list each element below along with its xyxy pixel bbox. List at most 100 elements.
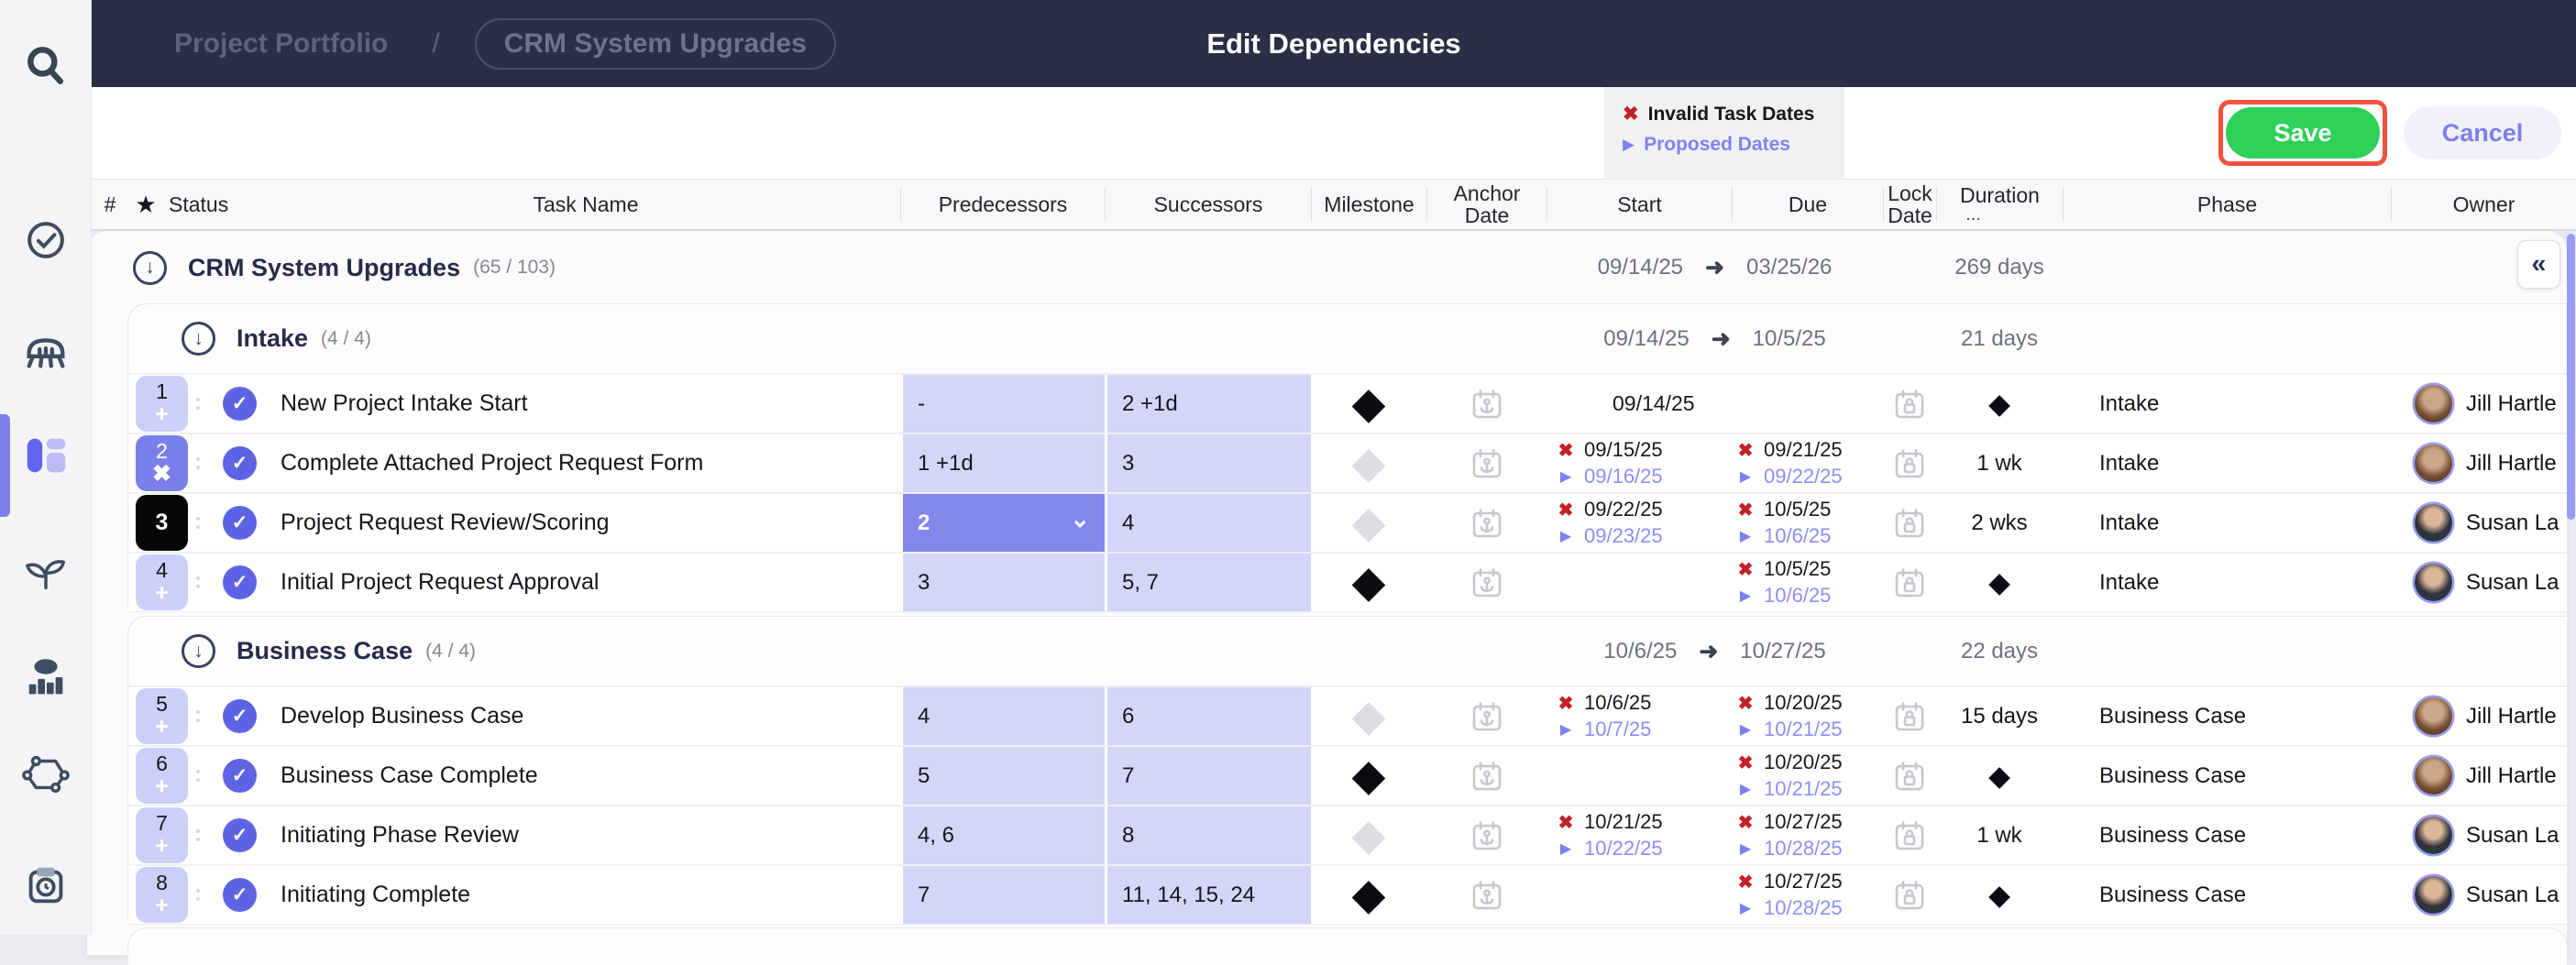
drag-handle[interactable] [188,517,208,529]
vertical-scrollbar[interactable] [2567,234,2575,520]
owner-cell[interactable]: Susan La [2391,866,2567,924]
successors-cell[interactable]: 5, 7 [1105,554,1311,611]
duration-cell[interactable]: ◆ [1936,375,2063,433]
add-row-icon[interactable]: + [155,833,169,860]
date-cell[interactable]: ✖ 09/15/25 ▶ 09/16/25 [1547,434,1732,492]
phase-cell[interactable]: Intake [2099,450,2160,476]
row-number-chip[interactable]: 2 ✖ [136,435,188,491]
successors-cell[interactable]: 6 [1105,687,1311,745]
bridge-icon[interactable] [19,324,72,378]
col-header-due[interactable]: Due [1732,187,1883,222]
breadcrumb-current-project-pill[interactable]: CRM System Upgrades [474,17,836,70]
predecessors-cell[interactable]: 4 [900,687,1105,745]
date-cell[interactable] [1547,866,1732,924]
owner-cell[interactable]: Susan La [2391,494,2567,552]
col-header-lock-date[interactable]: Lock Date [1883,182,1936,226]
star-icon[interactable]: ★ [135,190,157,218]
collapse-arrow-icon[interactable]: ↓ [133,250,167,285]
phase-cell[interactable]: Business Case [2099,822,2247,848]
phase-cell[interactable]: Business Case [2099,762,2247,788]
col-header-number[interactable]: # [104,192,116,216]
successors-cell[interactable]: 8 [1105,806,1311,864]
owner-cell[interactable]: Susan La [2391,554,2567,611]
duration-cell[interactable]: ◆ [1936,747,2063,805]
task-name[interactable]: Initiating Phase Review [281,822,519,848]
add-row-icon[interactable]: + [155,773,169,800]
predecessors-cell[interactable]: 5 [900,747,1105,805]
anchor-date-cell[interactable] [1426,554,1547,611]
anchor-date-cell[interactable] [1426,434,1547,492]
status-complete-icon[interactable]: ✓ [223,818,257,852]
collapse-arrow-icon[interactable]: ↓ [182,322,215,356]
camera-timer-icon[interactable] [19,859,72,912]
milestone-cell[interactable]: ◆ [1311,806,1426,864]
anchor-date-cell[interactable] [1426,747,1547,805]
col-header-task-name[interactable]: Task Name [533,192,639,216]
predecessors-cell[interactable]: 1 +1d [900,434,1105,492]
anchor-date-cell[interactable] [1426,866,1547,924]
date-cell[interactable]: ✖ 09/22/25 ▶ 09/23/25 [1547,494,1732,552]
drag-handle[interactable] [188,457,208,469]
drag-handle[interactable] [188,770,208,782]
drag-handle[interactable] [188,889,208,901]
successors-cell[interactable]: 2 +1d [1105,375,1311,433]
date-cell[interactable]: ✖ 10/6/25 ▶ 10/7/25 [1547,687,1732,745]
status-complete-icon[interactable]: ✓ [223,387,257,421]
owner-cell[interactable]: Jill Hartle [2391,687,2567,745]
anchor-date-cell[interactable] [1426,494,1547,552]
task-name[interactable]: Initiating Complete [281,882,471,907]
col-header-anchor-date[interactable]: Anchor Date [1426,182,1547,226]
status-complete-icon[interactable]: ✓ [223,759,257,793]
phase-cell[interactable]: Business Case [2099,882,2247,907]
breadcrumb-project-portfolio[interactable]: Project Portfolio [174,27,389,59]
check-circle-icon[interactable] [19,214,72,267]
date-cell[interactable]: ✖ 10/5/25 ▶ 10/6/25 [1732,494,1883,552]
search-icon[interactable] [19,39,72,93]
lock-date-cell[interactable] [1883,554,1936,611]
milestone-cell[interactable]: ◆ [1311,747,1426,805]
drag-handle[interactable] [188,829,208,841]
col-header-predecessors[interactable]: Predecessors [900,187,1105,222]
row-number-chip[interactable]: 1 + [136,376,188,432]
milestone-cell[interactable]: ◆ [1311,434,1426,492]
owner-cell[interactable]: Jill Hartle [2391,375,2567,433]
lock-date-cell[interactable] [1883,494,1936,552]
milestone-cell[interactable]: ◆ [1311,687,1426,745]
anchor-date-cell[interactable] [1426,375,1547,433]
lock-date-cell[interactable] [1883,375,1936,433]
owner-cell[interactable]: Jill Hartle [2391,434,2567,492]
phase-cell[interactable]: Intake [2099,390,2160,416]
lock-date-cell[interactable] [1883,434,1936,492]
row-number-chip[interactable]: 7 + [136,807,188,863]
milestone-cell[interactable]: ◆ [1311,866,1426,924]
date-cell[interactable]: ✖ 10/5/25 ▶ 10/6/25 [1732,554,1883,611]
group-header-row[interactable]: ↓ Business Case (4 / 4) 10/6/25 ➜ 10/27/25 22 … [128,617,2567,685]
date-cell[interactable] [1547,554,1732,611]
owner-cell[interactable]: Jill Hartle [2391,747,2567,805]
successors-cell[interactable]: 4 [1105,494,1311,552]
task-name[interactable]: Develop Business Case [281,703,524,729]
lock-date-cell[interactable] [1883,687,1936,745]
predecessors-cell[interactable]: 4, 6 [900,806,1105,864]
save-button[interactable]: Save [2226,107,2380,159]
status-complete-icon[interactable]: ✓ [223,699,257,733]
cancel-button[interactable]: Cancel [2404,106,2561,159]
duration-cell[interactable]: 15 days [1936,687,2063,745]
date-cell[interactable]: 09/14/25 [1547,375,1732,433]
lock-date-cell[interactable] [1883,806,1936,864]
col-header-duration[interactable]: Duration ... [1936,184,2063,224]
date-cell[interactable]: ✖ 10/27/25 ▶ 10/28/25 [1732,806,1883,864]
seedling-icon[interactable] [19,544,72,598]
collapse-arrow-icon[interactable]: ↓ [182,634,215,668]
task-name[interactable]: Initial Project Request Approval [281,569,600,595]
add-row-icon[interactable]: + [155,893,169,919]
date-cell[interactable]: ✖ 10/20/25 ▶ 10/21/25 [1732,747,1883,805]
add-row-icon[interactable]: + [155,714,169,740]
network-icon[interactable] [19,747,72,800]
lock-date-cell[interactable] [1883,866,1936,924]
status-complete-icon[interactable]: ✓ [223,565,257,599]
milestone-cell[interactable]: ◆ [1311,554,1426,611]
milestone-cell[interactable]: ◆ [1311,375,1426,433]
duration-cell[interactable]: 1 wk [1936,806,2063,864]
phase-cell[interactable]: Intake [2099,510,2160,535]
